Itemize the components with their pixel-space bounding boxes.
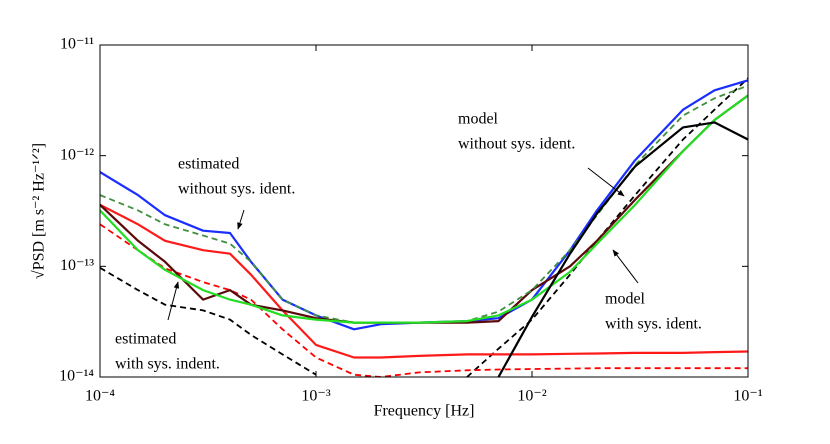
annotation: model xyxy=(605,291,646,308)
annotation: without sys. ident. xyxy=(178,181,295,198)
series-line xyxy=(100,94,748,324)
series-line xyxy=(100,223,748,377)
axes-frame xyxy=(99,44,749,378)
y-axis-label: √PSD [m s⁻² Hz⁻¹ᐟ²] xyxy=(31,143,48,279)
y-tick-label: 10⁻¹⁴ xyxy=(59,368,94,385)
annotation: without sys. ident. xyxy=(458,136,575,153)
x-tick-label: 10⁻³ xyxy=(301,388,330,405)
x-tick-label: 10⁻¹ xyxy=(733,388,762,405)
y-tick-label: 10⁻¹² xyxy=(60,146,94,163)
annotation: estimated xyxy=(115,331,176,348)
y-tick-label: 10⁻¹¹ xyxy=(60,36,94,53)
annotation: with sys. ident. xyxy=(605,316,702,333)
series-line xyxy=(100,84,748,324)
annotation: with sys. indent. xyxy=(115,356,220,373)
y-tick-label: 10⁻¹³ xyxy=(60,257,94,274)
x-axis-label: Frequency [Hz] xyxy=(374,403,475,420)
x-tick-label: 10⁻² xyxy=(517,388,546,405)
arrow xyxy=(587,167,625,197)
series-line xyxy=(100,77,748,377)
x-tick-label: 10⁻⁴ xyxy=(85,388,115,405)
annotation: estimated xyxy=(178,156,239,173)
arrow xyxy=(612,249,639,284)
arrows xyxy=(167,167,639,321)
arrow xyxy=(167,281,180,321)
plot-area xyxy=(100,77,748,377)
series-line xyxy=(100,203,748,359)
annotation: model xyxy=(458,111,499,128)
arrow xyxy=(237,209,245,230)
